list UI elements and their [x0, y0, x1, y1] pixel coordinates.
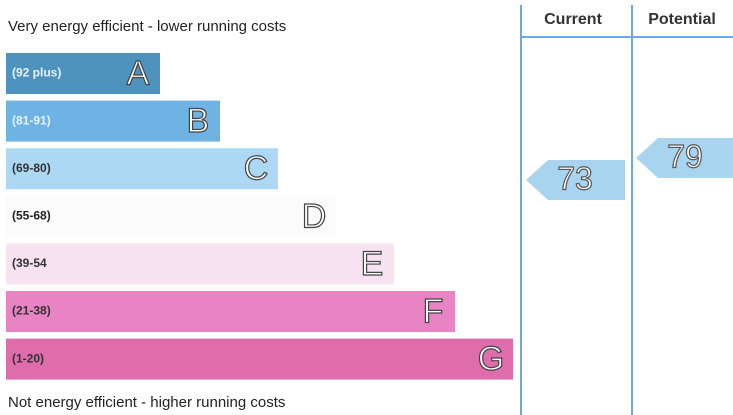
band-letter: C — [244, 150, 269, 188]
band-range: (81-91) — [12, 113, 51, 127]
band-letter: E — [361, 245, 384, 283]
potential-rating: 79 — [667, 138, 703, 174]
band-range: (55-68) — [12, 208, 51, 222]
band-range: (92 plus) — [12, 66, 61, 80]
band-letter: B — [187, 102, 210, 140]
band-letter: D — [302, 197, 327, 235]
band — [6, 100, 220, 142]
band-range: (1-20) — [12, 351, 44, 365]
current-header: Current — [544, 11, 602, 28]
band-range: (21-38) — [12, 304, 51, 318]
band-range: (69-80) — [12, 161, 51, 175]
top-note: Very energy efficient - lower running co… — [8, 18, 286, 35]
bottom-note: Not energy efficient - higher running co… — [8, 394, 285, 411]
potential-header: Potential — [648, 11, 716, 28]
band-letter: G — [478, 340, 504, 378]
potential-arrow — [636, 138, 733, 178]
current-rating: 73 — [557, 160, 593, 196]
band — [6, 195, 336, 237]
band-letter: F — [423, 292, 444, 330]
current-arrow — [526, 160, 625, 200]
band — [6, 291, 455, 332]
band-letter: A — [127, 54, 150, 92]
band — [6, 148, 278, 190]
band — [6, 243, 394, 285]
band — [6, 338, 513, 380]
band-range: (39-54 — [12, 256, 47, 270]
band — [6, 53, 160, 94]
